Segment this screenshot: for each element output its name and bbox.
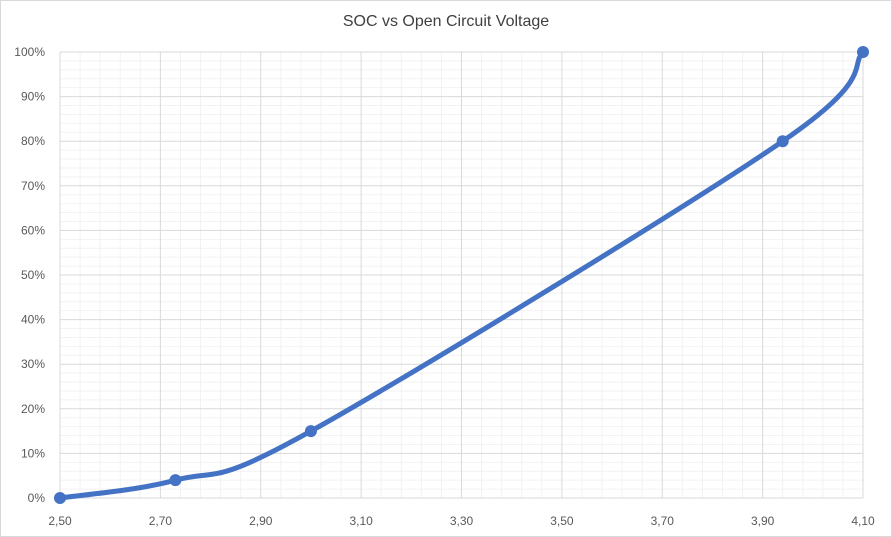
y-tick-label: 60% [21,223,45,237]
x-tick-label: 4,10 [851,514,875,528]
x-tick-label: 3,30 [450,514,474,528]
y-tick-label: 10% [21,446,45,460]
y-tick-label: 0% [28,491,46,505]
y-tick-label: 50% [21,268,45,282]
chart-title: SOC vs Open Circuit Voltage [342,13,550,30]
y-tick-label: 90% [21,90,45,104]
y-axis-labels: 0% 10% 20% 30% 40% 50% 60% 70% 80% 90% 100% [14,45,45,505]
x-axis-labels: 2,50 2,70 2,90 3,10 3,30 3,50 3,70 3,90 4,10 [48,514,875,528]
data-point [857,46,869,58]
x-tick-label: 2,50 [48,514,72,528]
data-point [776,135,789,148]
y-tick-label: 70% [21,179,45,193]
major-gridlines [59,51,864,499]
data-point [54,492,66,504]
x-tick-label: 3,10 [349,514,373,528]
y-tick-label: 80% [21,134,45,148]
x-tick-label: 3,50 [550,514,574,528]
y-tick-label: 40% [21,313,45,327]
x-tick-label: 2,70 [149,514,173,528]
data-point [169,474,182,487]
x-tick-label: 3,90 [751,514,775,528]
series-layer [54,46,869,504]
x-tick-label: 2,90 [249,514,273,528]
data-point [304,425,317,438]
x-tick-label: 3,70 [651,514,675,528]
y-tick-label: 20% [21,402,45,416]
y-tick-label: 30% [21,357,45,371]
y-tick-label: 100% [14,45,45,59]
